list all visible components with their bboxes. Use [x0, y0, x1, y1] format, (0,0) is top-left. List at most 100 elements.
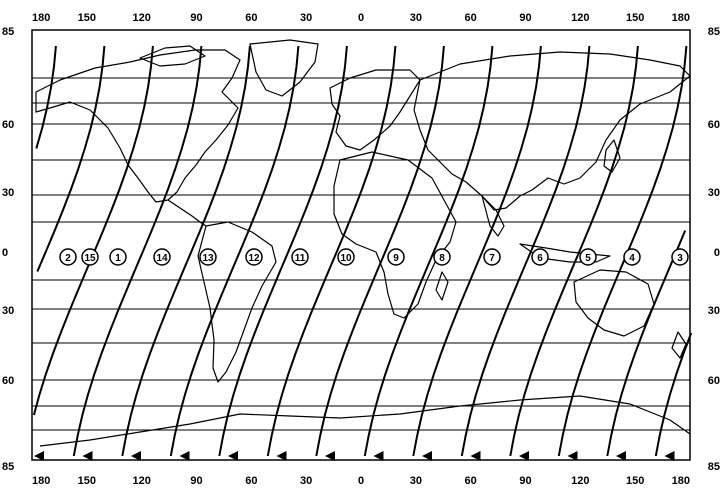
track-arrowhead: [325, 451, 335, 461]
top-longitude-label: 180: [672, 12, 690, 24]
bottom-longitude-label: 30: [300, 475, 312, 487]
central-america-outline: [167, 199, 207, 227]
orbit-number-badge: 5: [579, 248, 597, 266]
orbit-number-text: 14: [156, 253, 168, 264]
orbit-track: [315, 45, 445, 457]
top-longitude-labels: 180 150 120 90 60 30 0 30 60 90 120 150 180: [32, 12, 690, 24]
top-longitude-label: 90: [519, 12, 531, 24]
bottom-longitude-label: 180: [672, 475, 690, 487]
right-latitude-labels: 85 60 30 0 30 60 85: [708, 26, 720, 473]
track-arrowhead: [34, 451, 44, 461]
map-frame: [31, 29, 691, 461]
madagascar-outline: [435, 271, 449, 301]
top-longitude-label: 120: [571, 12, 589, 24]
latitude-grid: [32, 77, 690, 431]
orbit-track: [36, 45, 106, 272]
orbit-number-badge: 13: [199, 248, 217, 266]
orbit-number-text: 10: [340, 253, 352, 264]
orbit-number-text: 11: [295, 253, 306, 264]
bottom-longitude-label: 150: [78, 475, 96, 487]
orbit-number-badge: 6: [531, 248, 549, 266]
track-arrowhead: [470, 451, 481, 461]
top-longitude-label: 90: [190, 12, 202, 24]
left-latitude-label: 30: [2, 187, 14, 199]
orbit-track: [654, 332, 693, 457]
top-longitude-label: 0: [358, 12, 364, 24]
bottom-longitude-label: 120: [571, 475, 589, 487]
top-longitude-label: 30: [410, 12, 422, 24]
left-latitude-label: 85: [2, 461, 14, 473]
coastlines: [35, 39, 691, 447]
orbit-number-badge: 7: [483, 248, 501, 266]
orbit-number-text: 9: [393, 253, 399, 264]
orbit-number-text: 3: [677, 253, 683, 264]
europe-outline: [329, 69, 421, 151]
orbit-track: [35, 45, 57, 149]
track-arrowhead: [519, 451, 529, 461]
orbit-number-text: 8: [439, 253, 445, 264]
orbit-number-text: 6: [537, 253, 543, 264]
bottom-longitude-label: 120: [132, 475, 150, 487]
orbit-track: [412, 45, 542, 457]
arctic-islands-outline: [139, 45, 206, 67]
left-latitude-label: 85: [2, 26, 14, 38]
top-longitude-label: 60: [245, 12, 257, 24]
track-arrowhead: [179, 451, 190, 461]
orbit-track: [266, 45, 397, 457]
right-latitude-label: 0: [714, 247, 720, 259]
orbit-number-text: 5: [585, 253, 591, 264]
bottom-longitude-label: 30: [410, 475, 422, 487]
left-latitude-label: 60: [2, 375, 14, 387]
orbit-number-badge: 4: [623, 248, 641, 266]
orbit-number-text: 13: [202, 253, 214, 264]
orbit-number-badge: 12: [245, 248, 263, 266]
orbit-track: [218, 45, 348, 457]
north-america-outline: [35, 49, 241, 203]
right-latitude-label: 30: [708, 187, 720, 199]
left-latitude-label: 0: [2, 247, 8, 259]
antarctica-outline: [39, 395, 691, 447]
greenland-outline: [249, 39, 319, 97]
orbit-track: [460, 45, 591, 457]
orbit-tracks: [32, 45, 693, 461]
bottom-longitude-label: 60: [245, 475, 257, 487]
australia-outline: [573, 269, 655, 337]
bottom-longitude-label: 90: [190, 475, 202, 487]
top-longitude-label: 120: [132, 12, 150, 24]
track-arrowhead: [664, 451, 675, 461]
orbit-number-badge: 10: [337, 248, 355, 266]
india-outline: [481, 195, 505, 237]
right-latitude-label: 85: [708, 461, 720, 473]
orbit-track: [509, 45, 639, 457]
track-arrowhead: [82, 451, 93, 461]
top-longitude-label: 30: [300, 12, 312, 24]
bottom-longitude-label: 0: [358, 475, 364, 487]
track-arrowhead: [422, 451, 432, 461]
top-longitude-label: 60: [465, 12, 477, 24]
orbit-number-badge: 3: [671, 248, 689, 266]
bottom-longitude-label: 60: [465, 475, 477, 487]
right-latitude-label: 60: [708, 119, 720, 131]
orbit-number-badge: 8: [433, 248, 451, 266]
track-arrowhead: [276, 451, 287, 461]
bottom-longitude-label: 150: [626, 475, 644, 487]
new-zealand-outline: [671, 331, 687, 359]
japan-outline: [603, 139, 621, 173]
orbit-number-text: 12: [248, 253, 260, 264]
track-arrowhead: [616, 451, 626, 461]
orbit-number-badge: 2: [59, 248, 77, 266]
orbit-number-text: 15: [84, 253, 96, 264]
orbit-number-text: 7: [489, 253, 495, 264]
right-latitude-label: 60: [708, 375, 720, 387]
top-longitude-label: 150: [78, 12, 96, 24]
orbit-number-text: 1: [115, 253, 121, 264]
orbit-number-badge: 1: [109, 248, 127, 266]
track-arrowhead: [373, 451, 384, 461]
top-longitude-label: 150: [626, 12, 644, 24]
indonesia-outline: [519, 243, 611, 263]
bottom-longitude-labels: 180 150 120 90 60 30 0 30 60 90 120 150 180: [32, 475, 690, 487]
orbit-number-text: 2: [65, 253, 71, 264]
orbit-track: [32, 45, 154, 416]
orbit-number-badge: 15: [81, 248, 99, 266]
